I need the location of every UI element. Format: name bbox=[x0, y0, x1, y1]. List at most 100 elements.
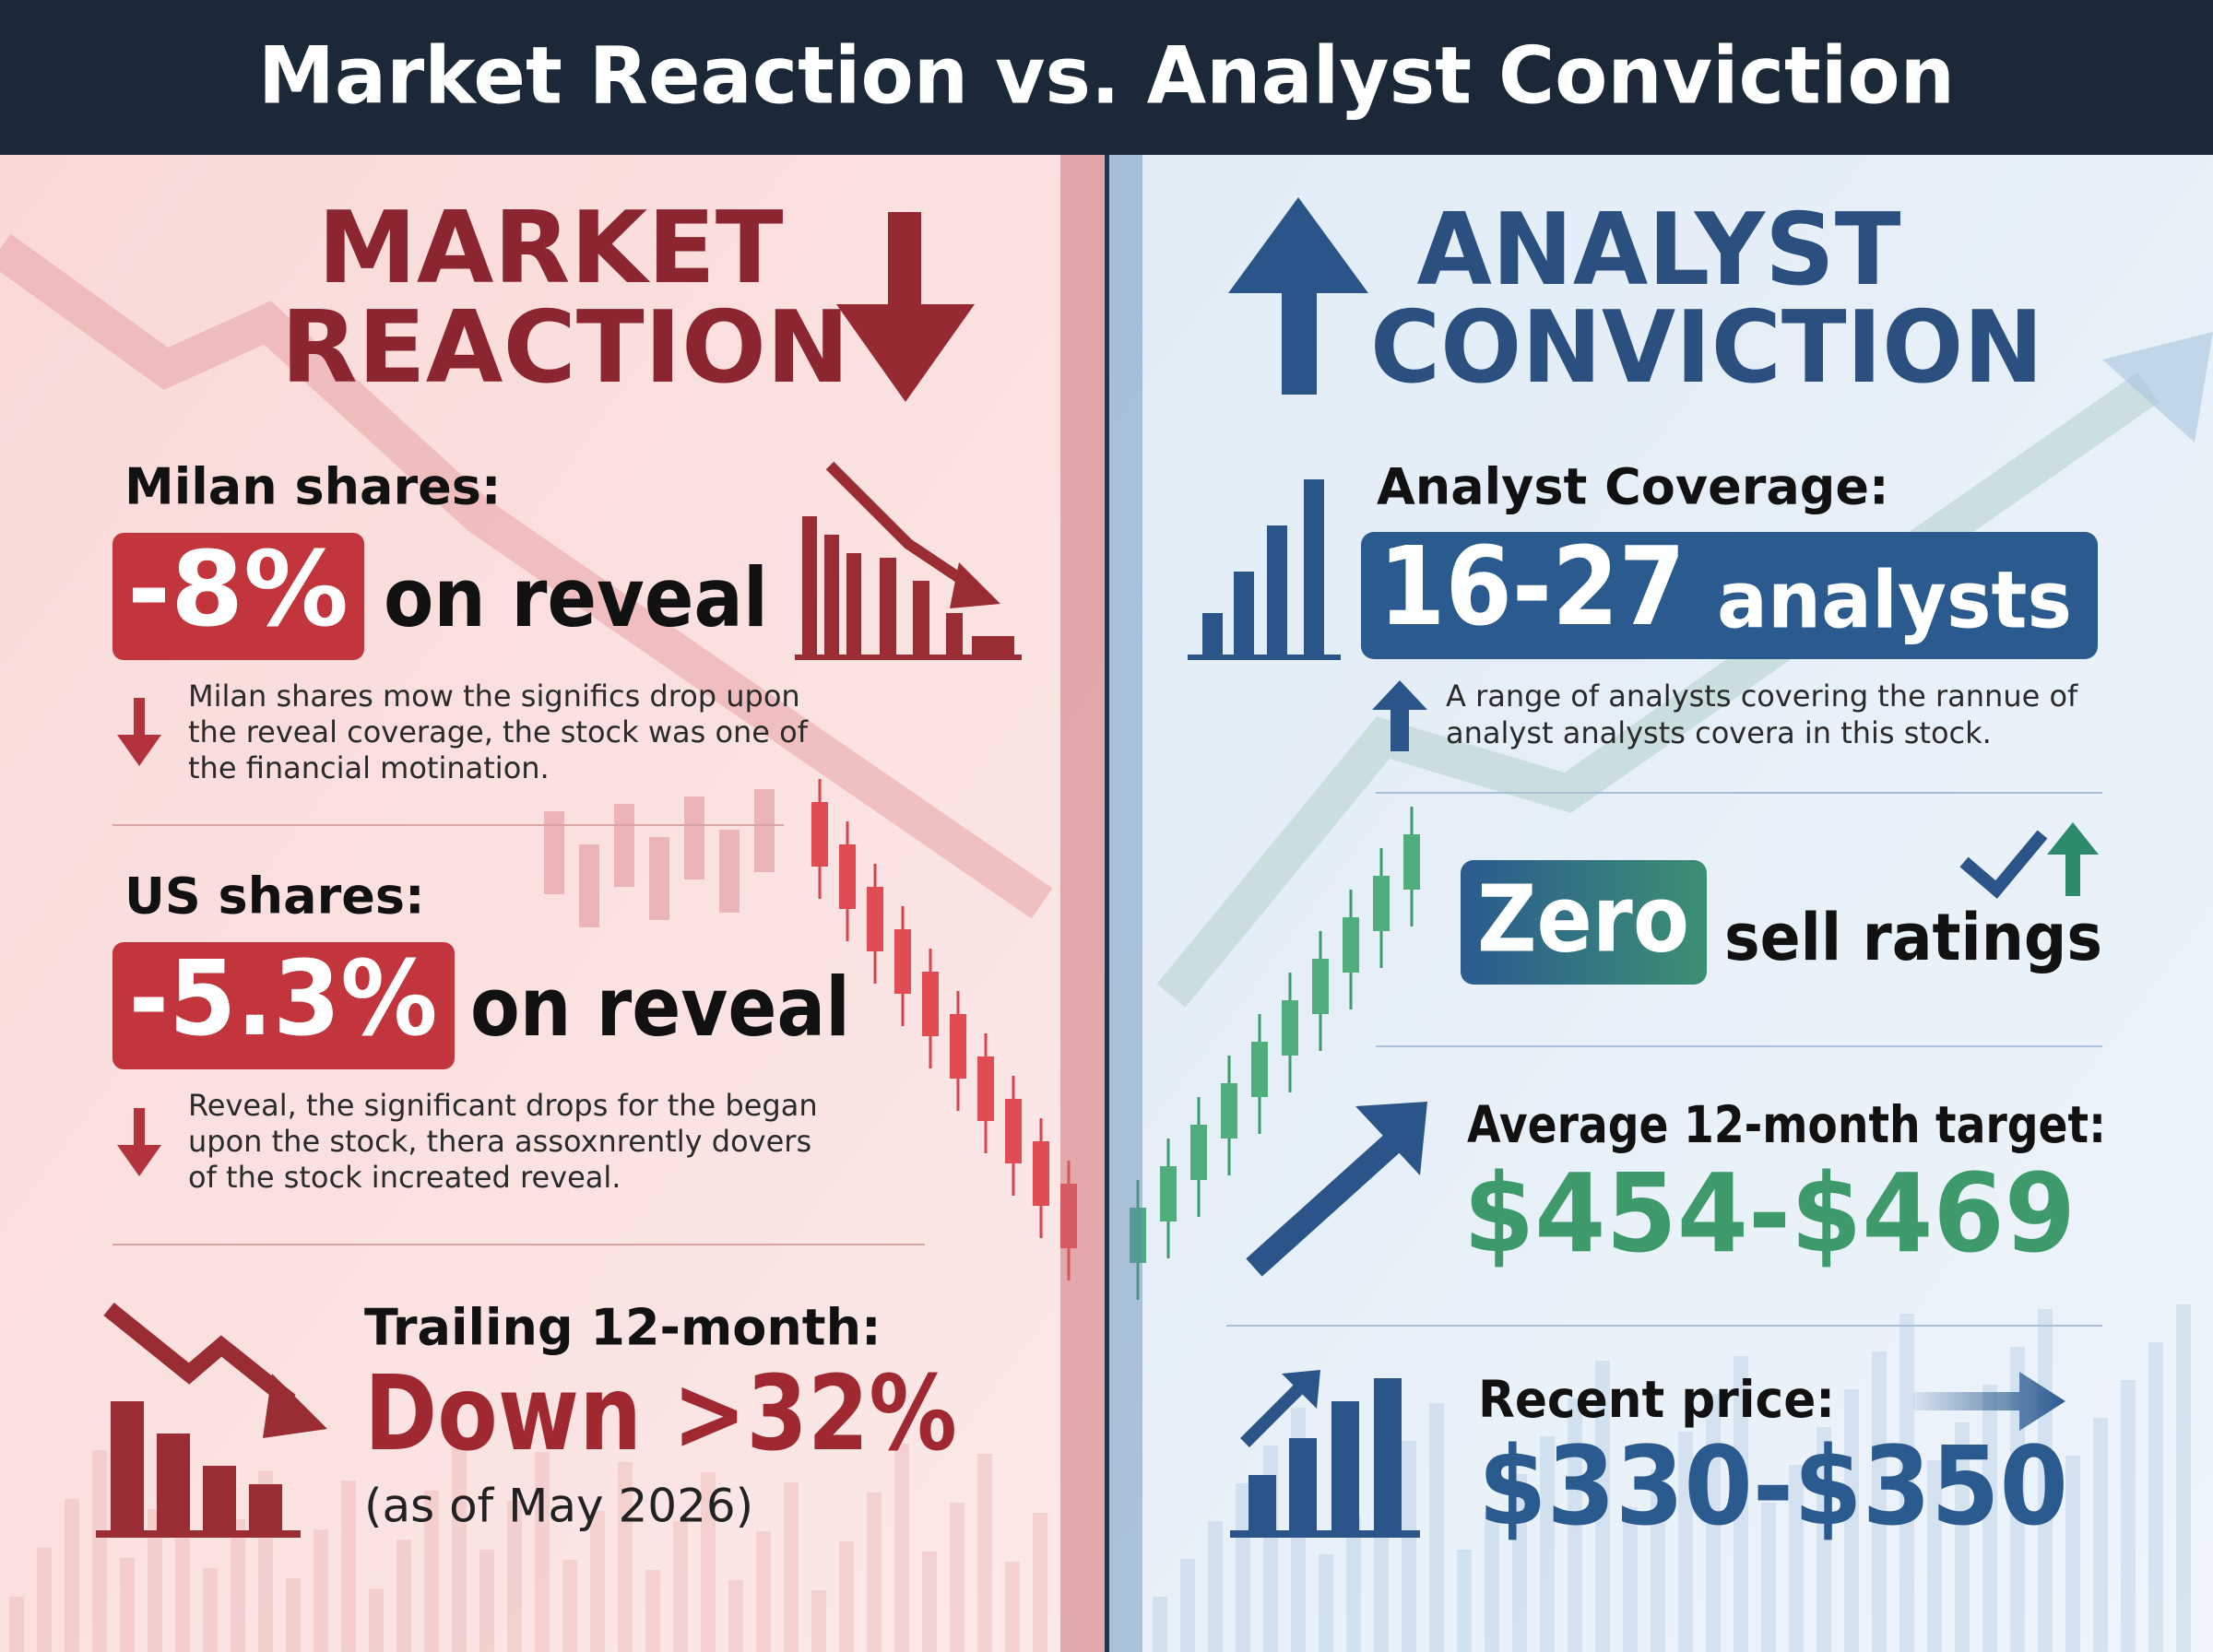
bg-bar bbox=[1872, 1351, 1887, 1652]
bg-bar bbox=[92, 1450, 107, 1652]
bg-bar bbox=[1982, 1385, 1997, 1652]
candle bbox=[1190, 1125, 1207, 1180]
item-label: Trailing 12-month: bbox=[364, 1299, 882, 1357]
bars-up-icon bbox=[1188, 479, 1341, 660]
note-arrow bbox=[117, 698, 161, 766]
value-box bbox=[112, 942, 455, 1069]
bg-bar bbox=[369, 1588, 384, 1652]
item-label: US shares: bbox=[124, 867, 425, 926]
check-up-icon bbox=[1959, 822, 2099, 899]
item-suffix: sell ratings bbox=[1724, 900, 2102, 975]
candle bbox=[544, 811, 564, 894]
bars-down-icon bbox=[795, 461, 1022, 660]
bg-bar bbox=[1899, 1314, 1914, 1652]
bg-bar bbox=[618, 1462, 633, 1652]
item-suffix: on reveal bbox=[470, 960, 850, 1055]
note-arrow bbox=[117, 1108, 161, 1176]
left-edge-band bbox=[1060, 155, 1105, 1652]
candle bbox=[1403, 834, 1420, 890]
bg-bar bbox=[314, 1529, 328, 1652]
item-suffix: analysts bbox=[1717, 554, 2072, 646]
section-heading: REACTION bbox=[281, 290, 850, 406]
bg-bar bbox=[231, 1519, 245, 1652]
bg-bar bbox=[1651, 1469, 1665, 1652]
note-arrow bbox=[1372, 680, 1427, 751]
item-label: Analyst Coverage: bbox=[1377, 458, 1889, 516]
item-value: -8% bbox=[127, 530, 349, 650]
candle bbox=[922, 972, 939, 1036]
item-value: $330-$350 bbox=[1478, 1422, 2068, 1550]
item-value: Zero bbox=[1477, 865, 1689, 973]
bg-bar bbox=[479, 1550, 494, 1652]
bg-bar bbox=[424, 1491, 439, 1652]
bars-arrow-icon bbox=[1230, 1370, 1420, 1538]
bg-bar bbox=[673, 1521, 688, 1652]
bg-bar bbox=[1319, 1554, 1333, 1652]
item-label: Milan shares: bbox=[124, 458, 501, 516]
bg-bar bbox=[1180, 1559, 1195, 1652]
candle bbox=[867, 887, 883, 951]
trailing-icon bbox=[96, 1302, 327, 1538]
bg-bar bbox=[728, 1580, 743, 1652]
bg-bar bbox=[1485, 1512, 1499, 1652]
item-value: Down >32% bbox=[364, 1354, 957, 1474]
candle bbox=[1160, 1166, 1177, 1221]
down-arrow-icon bbox=[836, 212, 975, 402]
bg-bar bbox=[867, 1493, 882, 1652]
candle bbox=[1251, 1042, 1268, 1097]
bg-bar bbox=[1678, 1432, 1693, 1652]
item-note: of the stock increated reveal. bbox=[188, 1160, 621, 1195]
bg-bar bbox=[341, 1481, 356, 1652]
item-value: $454-$469 bbox=[1463, 1150, 2076, 1277]
bg-bar bbox=[701, 1472, 716, 1652]
left-panel bbox=[0, 155, 1107, 1652]
item-note: the reveal coverage, the stock was one o… bbox=[188, 714, 809, 749]
bg-bar bbox=[1595, 1361, 1610, 1652]
right-edge-band bbox=[1109, 155, 1142, 1652]
page-title: Market Reaction vs. Analyst Conviction bbox=[258, 30, 1955, 122]
bg-bar bbox=[452, 1442, 467, 1652]
value-box bbox=[112, 533, 364, 660]
bg-bar bbox=[120, 1558, 135, 1652]
bg-arrowhead bbox=[2102, 332, 2213, 442]
candle bbox=[1312, 959, 1329, 1014]
candle bbox=[754, 789, 775, 872]
candle bbox=[811, 802, 828, 867]
item-note: (as of May 2026) bbox=[364, 1480, 753, 1533]
bg-bar bbox=[645, 1570, 660, 1652]
bg-bar bbox=[535, 1452, 550, 1652]
bg-bar bbox=[1153, 1597, 1167, 1652]
candle bbox=[894, 929, 911, 994]
bg-bar bbox=[2176, 1304, 2191, 1652]
bg-bar bbox=[1429, 1403, 1444, 1652]
bg-bar bbox=[286, 1578, 301, 1652]
bg-bar bbox=[148, 1509, 162, 1652]
bg-bar bbox=[590, 1511, 605, 1652]
candle bbox=[614, 804, 634, 887]
bg-bar bbox=[1955, 1422, 1970, 1652]
bg-bar bbox=[1457, 1550, 1472, 1652]
trend-arrow-icon bbox=[1246, 1102, 1427, 1277]
bg-bar bbox=[1761, 1503, 1776, 1652]
item-note: the financial motination. bbox=[188, 750, 550, 785]
bg-bar bbox=[894, 1444, 909, 1652]
bg-bar bbox=[1789, 1465, 1804, 1652]
bg-bar bbox=[1346, 1516, 1361, 1652]
candle bbox=[839, 844, 856, 909]
bg-bar bbox=[1033, 1513, 1047, 1652]
section-heading: CONVICTION bbox=[1370, 290, 2043, 406]
bg-bar bbox=[507, 1501, 522, 1652]
bg-bar bbox=[1623, 1507, 1638, 1652]
bg-bar bbox=[396, 1540, 411, 1652]
bg-bar bbox=[2065, 1456, 2080, 1652]
bg-bar bbox=[839, 1541, 854, 1652]
bg-bar bbox=[1568, 1398, 1582, 1652]
bg-bar bbox=[2093, 1418, 2108, 1652]
bg-bar bbox=[1706, 1394, 1721, 1652]
bg-bar bbox=[1512, 1474, 1527, 1652]
candle bbox=[1343, 917, 1359, 973]
header-bar bbox=[0, 0, 2213, 155]
item-note: Milan shares mow the significs drop upon bbox=[188, 678, 800, 714]
bg-bar bbox=[950, 1503, 964, 1652]
